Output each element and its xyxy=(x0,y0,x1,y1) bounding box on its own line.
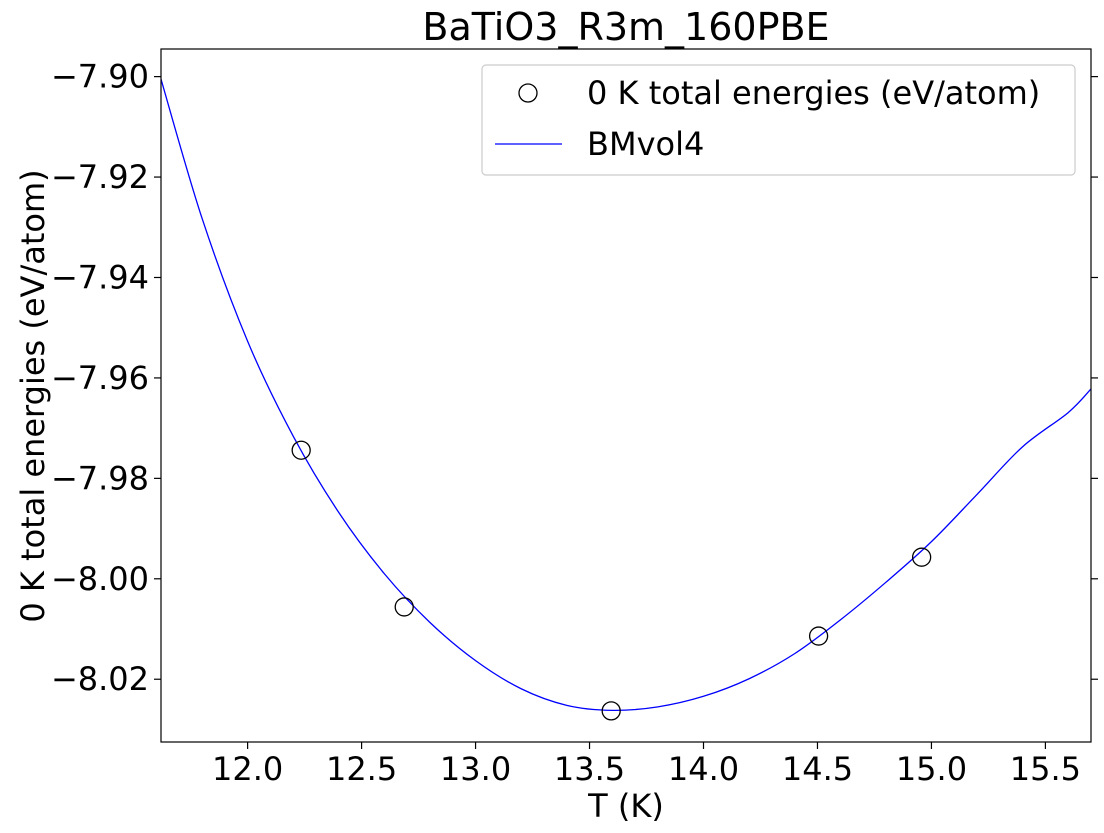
legend: 0 K total energies (eV/atom) BMvol4 xyxy=(481,64,1076,176)
x-tick-label: 13.5 xyxy=(554,750,625,788)
y-tick-label: −7.96 xyxy=(51,359,149,397)
x-tick-label: 12.0 xyxy=(212,750,283,788)
x-tick-label: 14.5 xyxy=(782,750,853,788)
y-tick-label: −8.00 xyxy=(51,560,149,598)
data-point xyxy=(394,597,414,617)
x-tick-label: 12.5 xyxy=(326,750,397,788)
legend-marker-circle xyxy=(518,83,538,103)
data-point xyxy=(911,547,932,567)
legend-label-scatter: 0 K total energies (eV/atom) xyxy=(587,74,1040,112)
legend-label-line: BMvol4 xyxy=(587,125,704,163)
data-point xyxy=(808,626,829,646)
x-tick-label: 13.0 xyxy=(440,750,511,788)
x-tick-label: 14.0 xyxy=(668,750,739,788)
x-axis-label: T (K) xyxy=(587,787,664,825)
data-point xyxy=(601,701,621,721)
legend-box xyxy=(481,64,1076,176)
x-axis: 12.0 12.5 13.0 13.5 14.0 14.5 15.0 15.5 xyxy=(212,742,1081,788)
y-tick-label: −7.94 xyxy=(51,258,149,296)
y-axis: −7.90 −7.92 −7.94 −7.96 −7.98 −8.00 −8.02 xyxy=(51,58,1098,698)
chart-title: BaTiO3_R3m_160PBE xyxy=(422,5,829,49)
y-tick-label: −8.02 xyxy=(51,660,149,698)
plot-area xyxy=(160,48,1092,743)
y-tick-label: −7.90 xyxy=(51,58,149,96)
data-point xyxy=(291,440,311,460)
fit-curve-layer xyxy=(161,78,1091,712)
y-tick-label: −7.98 xyxy=(51,459,149,497)
y-tick-label: −7.92 xyxy=(51,158,149,196)
bmvol4-fit-line xyxy=(161,78,1091,712)
data-marker-layer xyxy=(291,440,932,721)
x-tick-label: 15.0 xyxy=(896,750,967,788)
plot-frame xyxy=(160,48,1092,743)
x-tick-label: 15.5 xyxy=(1010,750,1081,788)
y-axis-label: 0 K total energies (eV/atom) xyxy=(14,169,52,622)
